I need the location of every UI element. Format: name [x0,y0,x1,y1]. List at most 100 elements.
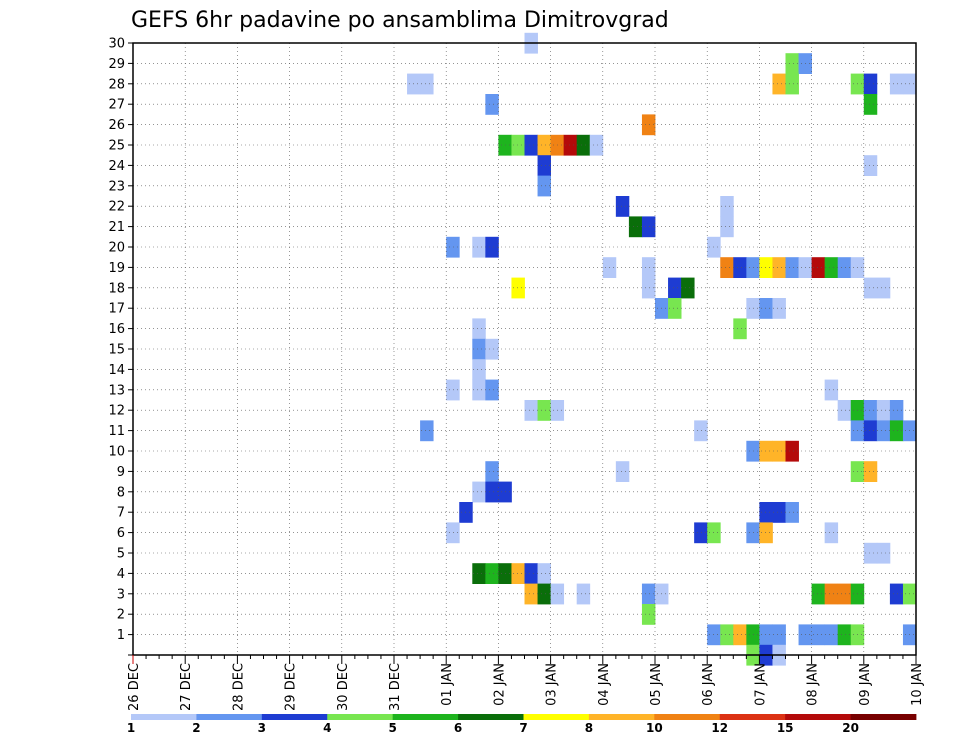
heatmap-cell [485,461,499,482]
heatmap-cell [641,114,656,136]
heatmap-cell [641,583,656,605]
heatmap-cell [811,624,826,646]
colorbar-swatch [327,714,394,720]
y-tick-label: 9 [117,465,125,480]
colorbar-swatch [458,714,524,720]
heatmap-cell [863,461,878,482]
heatmap-cell [863,400,878,421]
heatmap-cell [759,257,773,278]
y-tick-label: 20 [108,241,125,256]
heatmap-cell [472,481,486,503]
y-tick-label: 6 [117,526,125,541]
y-tick-label: 17 [108,302,125,317]
heatmap-cell [668,277,682,299]
x-tick-label: 26 DEC [127,663,142,711]
chart-title: GEFS 6hr padavine po ansamblima Dimitrov… [131,8,669,33]
x-tick-label: 31 DEC [388,663,403,711]
y-tick-label: 7 [117,506,125,521]
heatmap-cell [537,400,551,421]
x-tick-label: 05 JAN [649,663,664,706]
colorbar-label: 15 [777,721,794,735]
colorbar-label: 12 [711,721,728,735]
heatmap-cell [485,236,499,258]
colorbar-swatch [850,714,917,720]
colorbar-swatch [719,714,786,720]
y-axis: 1234567891011121314151617181920212223242… [108,37,133,656]
y-tick-label: 23 [108,179,125,194]
colorbar-label: 10 [646,721,663,735]
colorbar-swatch [588,714,655,720]
heatmap-cell [511,134,525,156]
heatmap-cell [824,583,839,605]
x-tick-label: 01 JAN [440,663,455,706]
y-tick-label: 30 [108,37,125,52]
heatmap-cell [524,400,538,421]
x-tick-label: 07 JAN [753,663,768,706]
x-tick-label: 03 JAN [545,663,560,706]
y-tick-label: 5 [117,547,125,562]
y-tick-label: 8 [117,485,125,500]
heatmap-cell [511,563,525,584]
heatmap-cell [668,298,682,319]
heatmap-cell [446,522,460,544]
heatmap-cell [472,338,486,360]
x-tick-label: 28 DEC [231,663,246,711]
y-tick-label: 19 [108,261,125,276]
heatmap-cell [811,257,826,278]
heatmap-cell [772,440,786,462]
heatmap-cell [876,400,891,421]
colorbar-label: 5 [388,721,396,735]
y-tick-label: 4 [117,567,125,582]
heatmap-cell [485,563,499,584]
heatmap-cell [485,338,499,360]
x-tick-label: 02 JAN [492,663,507,706]
heatmap-cell [876,420,891,442]
colorbar-swatch [261,714,328,720]
colorbar: 1 2 3 4 5 6 7 8 10 12 15 20 [127,714,917,735]
colorbar-label: 20 [842,721,859,735]
y-tick-label: 28 [108,77,125,92]
colorbar-label: 3 [258,721,266,735]
heatmap-cell [811,583,826,605]
heatmap-cell [837,624,852,646]
heatmap-cell [863,542,878,564]
heatmap-cell [628,216,643,238]
heatmap-cell [863,420,878,442]
x-tick-label: 04 JAN [597,663,612,706]
heatmap-cell [472,379,486,401]
heatmap-cell [485,94,499,115]
heatmap-cell [759,624,773,646]
colorbar-label: 7 [519,721,527,735]
heatmap-cell [446,379,460,401]
heatmap-cell [785,73,799,95]
colorbar-swatch [523,714,590,720]
y-tick-label: 22 [108,200,125,215]
colorbar-swatch [654,714,721,720]
heatmap-cell [641,277,656,299]
heatmap-cell [759,522,773,544]
y-tick-label: 12 [108,404,125,419]
heatmap-cell [824,257,839,278]
heatmap-cell [720,196,734,217]
heatmap-cell [615,461,630,482]
x-tick-label: 06 JAN [701,663,716,706]
y-tick-label: 24 [108,159,125,174]
heatmap-cell [472,318,486,340]
y-tick-label: 15 [108,343,125,358]
x-tick-label: 30 DEC [336,663,351,711]
heatmap-cell [537,134,551,156]
heatmap-cell [863,94,878,115]
colorbar-label: 2 [192,721,200,735]
heatmap-cell [511,277,525,299]
heatmap-cell [837,583,852,605]
heatmap-cell [863,155,878,176]
y-tick-label: 10 [108,445,125,460]
heatmap-cell [472,236,486,258]
colorbar-label: 6 [454,721,462,735]
heatmap-cells [407,32,917,666]
y-tick-label: 18 [108,281,125,296]
heatmap-cell [694,420,708,442]
heatmap-cell [785,440,799,462]
heatmap-cell [720,624,734,646]
